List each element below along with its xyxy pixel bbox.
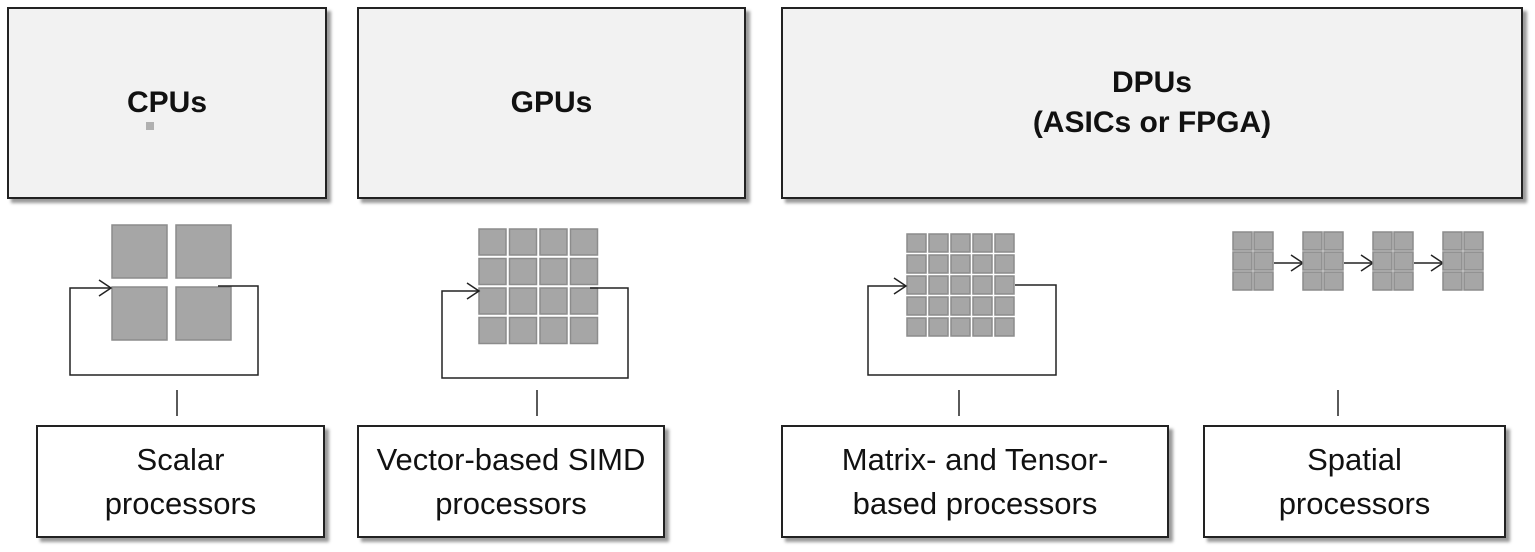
tensor-cell xyxy=(928,233,949,253)
spatial-cell xyxy=(1253,251,1274,271)
spatial-cell xyxy=(1372,231,1393,251)
scalar-core xyxy=(175,286,232,341)
tensor-cell xyxy=(972,254,993,274)
tensor-label: Matrix- and Tensor-based processors xyxy=(781,425,1169,538)
tensor-cell xyxy=(972,317,993,337)
spatial-cell xyxy=(1253,231,1274,251)
spatial-cell xyxy=(1393,251,1414,271)
tensor-cell xyxy=(928,275,949,295)
feedback-loop xyxy=(867,284,1057,376)
simd-lane xyxy=(569,287,599,315)
simd-lane xyxy=(508,316,538,345)
simd-lane xyxy=(569,228,599,256)
scalar-label: Scalar processors xyxy=(36,425,325,538)
label-line: processors xyxy=(435,485,587,521)
simd-lane xyxy=(539,316,568,345)
simd-label: Vector-based SIMD processors xyxy=(357,425,665,538)
label-line: Spatial xyxy=(1307,441,1402,477)
label-line: Scalar xyxy=(136,441,225,477)
label-line: based processors xyxy=(852,485,1098,521)
label-line: processors xyxy=(104,485,257,521)
spatial-cell xyxy=(1323,251,1344,271)
gpus-title: GPUs xyxy=(510,86,593,119)
spatial-cell xyxy=(1442,231,1463,251)
tensor-cell xyxy=(906,233,927,253)
label-line: Vector-based SIMD xyxy=(376,441,646,477)
cpus-title: CPUs xyxy=(126,86,208,119)
simd-lane xyxy=(478,228,507,256)
spatial-cell xyxy=(1372,251,1393,271)
simd-lane xyxy=(508,228,538,256)
tensor-cell xyxy=(994,233,1015,253)
spatial-cell xyxy=(1302,231,1323,251)
dpus-title: DPUs xyxy=(1111,66,1192,99)
spatial-label: Spatial processors xyxy=(1203,425,1506,538)
tensor-cell xyxy=(994,296,1015,316)
simd-lane xyxy=(508,287,538,315)
simd-lane xyxy=(539,257,568,286)
simd-lane xyxy=(478,316,507,345)
scalar-core xyxy=(111,286,168,341)
spatial-cell xyxy=(1323,271,1344,291)
tensor-cell xyxy=(906,296,927,316)
tensor-cell xyxy=(906,254,927,274)
arrow-icon xyxy=(466,282,481,300)
spatial-cell xyxy=(1442,251,1463,271)
simd-lane xyxy=(478,257,507,286)
gpus-header: GPUs xyxy=(357,7,746,199)
tensor-cell xyxy=(906,275,927,295)
spatial-cell xyxy=(1463,231,1484,251)
spatial-cell xyxy=(1302,271,1323,291)
spatial-cell xyxy=(1442,271,1463,291)
spatial-cell xyxy=(1302,251,1323,271)
feedback-loop xyxy=(69,285,259,376)
tensor-cell xyxy=(950,254,971,274)
scalar-core xyxy=(111,224,168,279)
tensor-cell xyxy=(972,296,993,316)
spatial-cell xyxy=(1253,271,1274,291)
simd-lane xyxy=(539,287,568,315)
spatial-cell xyxy=(1463,251,1484,271)
simd-lane xyxy=(478,287,507,315)
tensor-cell xyxy=(928,296,949,316)
arrow-icon xyxy=(893,277,908,295)
tensor-cell xyxy=(972,233,993,253)
marker-square xyxy=(146,122,154,130)
label-line: processors xyxy=(1278,485,1431,521)
tensor-cell xyxy=(994,275,1015,295)
dpus-header: DPUs (ASICs or FPGA) xyxy=(781,7,1523,199)
tensor-cell xyxy=(994,254,1015,274)
spatial-cell xyxy=(1232,271,1253,291)
arrow-icon xyxy=(98,279,113,297)
tensor-cell xyxy=(928,254,949,274)
spatial-cell xyxy=(1323,231,1344,251)
dpus-subtitle: (ASICs or FPGA) xyxy=(1032,106,1272,139)
feedback-loop xyxy=(441,287,629,379)
tensor-cell xyxy=(950,275,971,295)
simd-lane xyxy=(539,228,568,256)
cpus-header: CPUs xyxy=(7,7,327,199)
tensor-cell xyxy=(906,317,927,337)
spatial-cell xyxy=(1393,231,1414,251)
spatial-cell xyxy=(1393,271,1414,291)
tensor-cell xyxy=(972,275,993,295)
tensor-cell xyxy=(928,317,949,337)
tensor-cell xyxy=(950,317,971,337)
tensor-cell xyxy=(950,296,971,316)
simd-lane xyxy=(508,257,538,286)
spatial-cell xyxy=(1232,231,1253,251)
simd-lane xyxy=(569,316,599,345)
spatial-cell xyxy=(1372,271,1393,291)
scalar-core xyxy=(175,224,232,279)
simd-lane xyxy=(569,257,599,286)
spatial-cell xyxy=(1463,271,1484,291)
spatial-cell xyxy=(1232,251,1253,271)
tensor-cell xyxy=(994,317,1015,337)
tensor-cell xyxy=(950,233,971,253)
label-line: Matrix- and Tensor- xyxy=(841,441,1109,477)
